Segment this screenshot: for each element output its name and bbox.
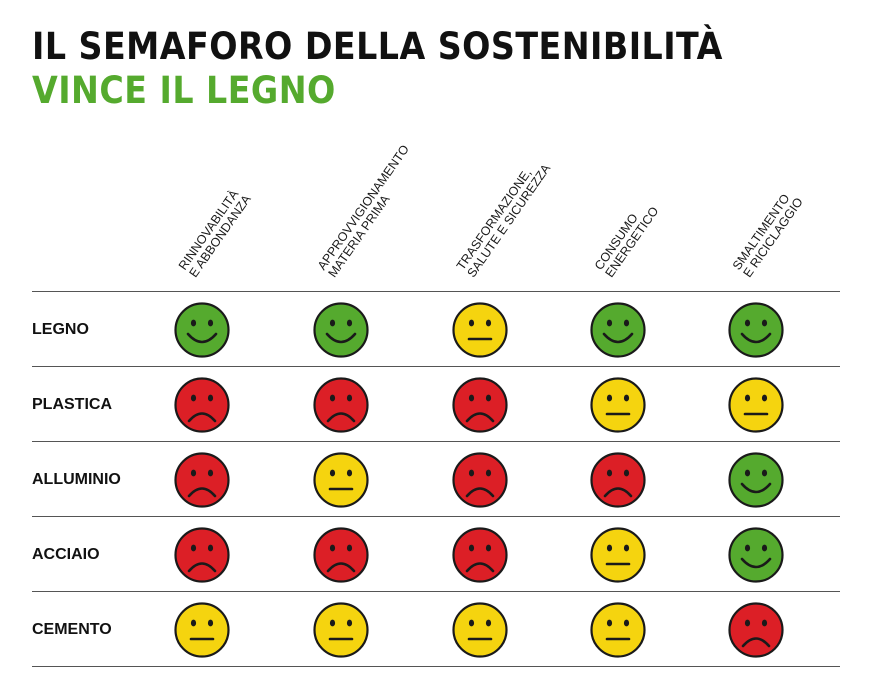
sad-face-icon (451, 376, 509, 434)
sad-face-icon (173, 376, 231, 434)
row-label-cemento: CEMENTO (32, 621, 112, 638)
sad-face-icon (173, 526, 231, 584)
neutral-face-icon (451, 601, 509, 659)
column-header-text: RINNOVABILITÀ E ABBONDANZA (176, 185, 254, 280)
row-divider (32, 366, 840, 367)
neutral-face-icon (451, 301, 509, 359)
neutral-face-icon (312, 451, 370, 509)
column-header-text: APPROVVIGIONAMENTO MATERIA PRIMA (314, 142, 423, 280)
column-header-line2: MATERIA PRIMA (325, 192, 393, 280)
neutral-face-icon (589, 526, 647, 584)
row-label-plastica: PLASTICA (32, 396, 112, 413)
happy-face-icon (727, 526, 785, 584)
column-header-line2: SALUTE E SICUREZZA (464, 161, 554, 280)
row-divider (32, 591, 840, 592)
row-label-acciaio: ACCIAIO (32, 546, 100, 563)
row-divider (32, 666, 840, 667)
column-header-line1: TRASFORMAZIONE, (453, 166, 535, 273)
sad-face-icon (173, 451, 231, 509)
neutral-face-icon (312, 601, 370, 659)
sad-face-icon (727, 601, 785, 659)
page-title: IL SEMAFORO DELLA SOSTENIBILITÀ (32, 25, 723, 68)
neutral-face-icon (727, 376, 785, 434)
happy-face-icon (589, 301, 647, 359)
column-header-text: SMALTIMENTO E RICICLAGGIO (730, 188, 806, 280)
page-subtitle: VINCE IL LEGNO (32, 69, 336, 112)
row-divider (32, 291, 840, 292)
happy-face-icon (173, 301, 231, 359)
column-header-line1: APPROVVIGIONAMENTO (314, 142, 412, 273)
neutral-face-icon (589, 376, 647, 434)
sad-face-icon (589, 451, 647, 509)
row-divider (32, 441, 840, 442)
neutral-face-icon (173, 601, 231, 659)
sad-face-icon (312, 376, 370, 434)
row-divider (32, 516, 840, 517)
neutral-face-icon (589, 601, 647, 659)
happy-face-icon (312, 301, 370, 359)
happy-face-icon (727, 451, 785, 509)
happy-face-icon (727, 301, 785, 359)
sad-face-icon (451, 526, 509, 584)
sad-face-icon (451, 451, 509, 509)
sad-face-icon (312, 526, 370, 584)
column-header-text: CONSUMO ENERGETICO (592, 197, 662, 280)
column-header-text: TRASFORMAZIONE, SALUTE E SICUREZZA (453, 155, 554, 280)
row-label-alluminio: ALLUMINIO (32, 471, 121, 488)
row-label-legno: LEGNO (32, 321, 89, 338)
